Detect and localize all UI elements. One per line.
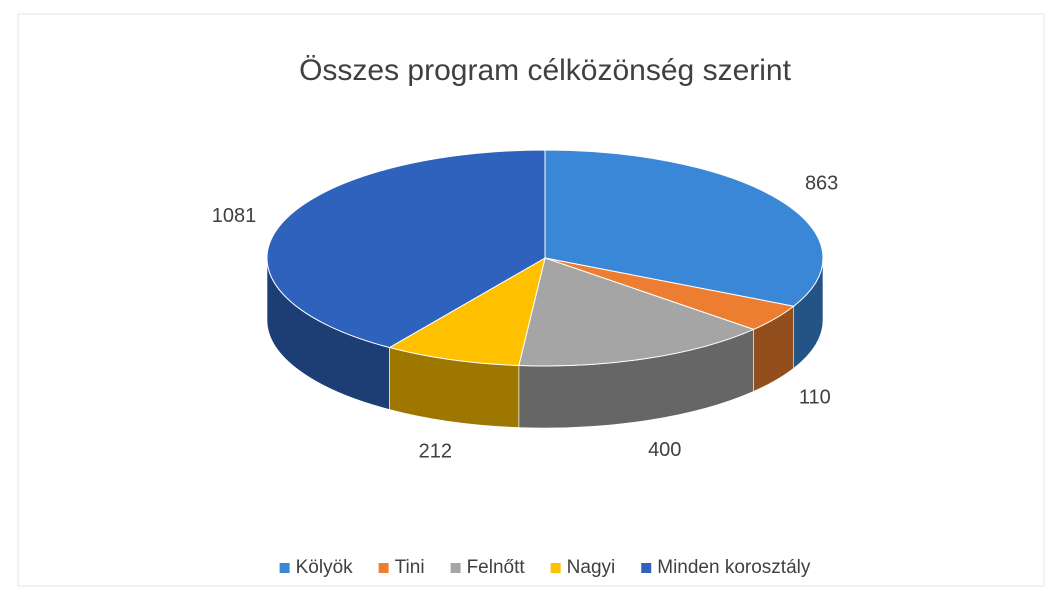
legend-label: Felnőtt (467, 557, 526, 578)
slice (518, 257, 755, 367)
legend-label: Kölyök (296, 557, 354, 578)
legend-swatch (450, 563, 461, 573)
slice (388, 256, 546, 367)
data-label: 400 (648, 439, 681, 461)
slice (544, 149, 824, 307)
data-label: 212 (419, 440, 452, 462)
data-label: 110 (799, 387, 831, 409)
data-label: 1081 (212, 205, 257, 227)
slice (266, 149, 546, 349)
chart-title: Összes program célközönség szerint (299, 54, 792, 87)
legend-label: Tini (395, 557, 425, 578)
legend-swatch (279, 563, 290, 573)
data-label: 863 (805, 172, 838, 194)
legend-swatch (641, 563, 652, 573)
legend-label: Minden korosztály (657, 557, 811, 578)
legend-swatch (550, 563, 561, 573)
legend-label: Nagyi (567, 557, 616, 578)
legend-swatch (378, 563, 389, 573)
